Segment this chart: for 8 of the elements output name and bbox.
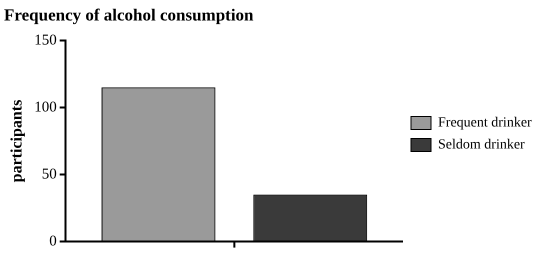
y-tick-label: 0 — [49, 234, 57, 250]
chart-title: Frequency of alcohol consumption — [4, 6, 254, 25]
y-tick-label: 100 — [34, 99, 57, 116]
legend-label: Seldom drinker — [438, 138, 526, 153]
y-tick-label: 150 — [34, 32, 57, 48]
y-tick-label: 50 — [42, 166, 57, 182]
legend-label: Frequent drinker — [438, 116, 532, 131]
y-axis-title: participants — [8, 100, 26, 182]
